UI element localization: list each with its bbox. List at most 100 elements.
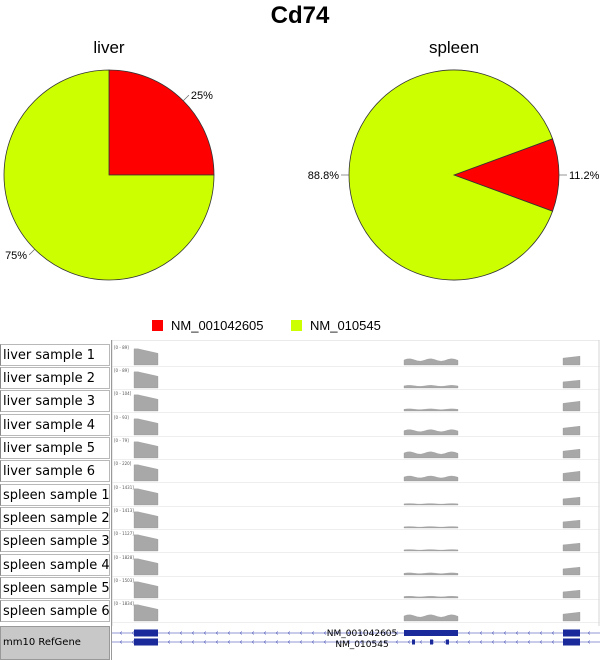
strand-arrow — [119, 631, 123, 635]
strand-arrow — [383, 631, 387, 635]
strand-arrow — [467, 640, 471, 644]
pie-slice-nm-010545 — [348, 69, 554, 281]
strand-arrow — [119, 640, 123, 644]
strand-arrow — [551, 640, 555, 644]
track-label[interactable]: liver sample 1 — [0, 344, 110, 366]
gene-track-label[interactable]: mm10 RefGene — [0, 626, 110, 660]
strand-arrow — [335, 640, 339, 644]
coverage-exon1 — [133, 558, 159, 576]
strand-arrow — [239, 631, 243, 635]
coverage-last-exon — [562, 356, 581, 366]
track-label[interactable]: spleen sample 6 — [0, 600, 110, 622]
exon-block — [446, 639, 449, 645]
strand-arrow — [335, 631, 339, 635]
tracks-frame — [112, 340, 600, 660]
strand-arrow — [323, 640, 327, 644]
track-label[interactable]: spleen sample 5 — [0, 577, 110, 599]
track-scale: [0 - 220] — [114, 461, 132, 466]
coverage-exon1 — [133, 534, 159, 552]
exon-block — [134, 629, 158, 637]
strand-arrow — [527, 631, 531, 635]
track-label[interactable]: spleen sample 4 — [0, 554, 110, 576]
strand-arrow — [227, 640, 231, 644]
strand-arrow — [515, 640, 519, 644]
coverage-middle-exons — [403, 408, 459, 412]
figure-title: Cd74 — [270, 2, 330, 29]
strand-arrow — [167, 631, 171, 635]
coverage-middle-exons — [403, 572, 459, 576]
track-label[interactable]: liver sample 5 — [0, 437, 110, 459]
coverage-last-exon — [562, 449, 581, 459]
strand-arrow — [371, 631, 375, 635]
strand-arrow — [491, 640, 495, 644]
legend-swatch-green — [291, 320, 302, 331]
strand-arrow — [215, 640, 219, 644]
strand-arrow — [443, 640, 447, 644]
strand-arrow — [539, 631, 543, 635]
exon-block — [430, 639, 433, 645]
track-label[interactable]: liver sample 6 — [0, 460, 110, 482]
coverage-exon1 — [133, 418, 159, 436]
coverage-exon1 — [133, 371, 159, 389]
strand-arrow — [347, 631, 351, 635]
strand-arrow — [311, 631, 315, 635]
track-label[interactable]: liver sample 3 — [0, 390, 110, 412]
coverage-last-exon — [562, 519, 581, 529]
strand-arrow — [203, 631, 207, 635]
track-scale: [0 - 79] — [114, 438, 129, 443]
transcript-label: NM_001042605 — [327, 629, 398, 639]
exon-block — [404, 630, 458, 636]
coverage-exon1 — [133, 581, 159, 599]
track-label-panel: liver sample 1 liver sample 2 liver samp… — [0, 340, 112, 660]
coverage-exon1 — [133, 441, 159, 459]
coverage-middle-exons — [403, 429, 459, 436]
track-label[interactable]: spleen sample 2 — [0, 507, 110, 529]
strand-arrow — [299, 631, 303, 635]
pie-slice-label: 75% — [5, 250, 27, 262]
strand-arrow — [515, 631, 519, 635]
coverage-middle-exons — [403, 549, 459, 552]
pie-slice-label: 11.2% — [569, 170, 600, 182]
strand-arrow — [239, 640, 243, 644]
coverage-exon1 — [133, 394, 159, 412]
strand-arrow — [275, 631, 279, 635]
track-scale: [0 - 93] — [114, 415, 129, 420]
strand-arrow — [263, 631, 267, 635]
coverage-middle-exons — [403, 451, 459, 459]
transcript-label: NM_010545 — [335, 640, 388, 650]
track-label[interactable]: spleen sample 1 — [0, 484, 110, 506]
legend-label: NM_001042605 — [171, 318, 264, 333]
track-label[interactable]: liver sample 2 — [0, 367, 110, 389]
coverage-tracks: [0 - 89] [0 - 89] [0 - 104] [0 - 93] [0 - 79… — [112, 340, 600, 660]
coverage-middle-exons — [403, 526, 459, 529]
strand-arrow — [479, 640, 483, 644]
strand-arrow — [191, 631, 195, 635]
legend: NM_001042605 NM_010545 — [0, 318, 600, 338]
coverage-middle-exons — [403, 596, 459, 599]
coverage-last-exon — [562, 566, 581, 576]
strand-arrow — [179, 640, 183, 644]
coverage-last-exon — [562, 542, 581, 552]
legend-swatch-red — [152, 320, 163, 331]
track-label[interactable]: liver sample 4 — [0, 414, 110, 436]
legend-label: NM_010545 — [310, 318, 381, 333]
track-scale: [0 - 89] — [114, 345, 129, 350]
coverage-last-exon — [562, 401, 581, 412]
coverage-exon1 — [133, 464, 159, 482]
legend-entry-nm-001042605: NM_001042605 — [152, 318, 264, 333]
legend-entry-nm-010545: NM_010545 — [291, 318, 381, 333]
strand-arrow — [287, 640, 291, 644]
track-scale: [0 - 89] — [114, 368, 129, 373]
strand-arrow — [227, 631, 231, 635]
coverage-last-exon — [562, 426, 581, 436]
strand-arrow — [479, 631, 483, 635]
track-scale: [0 - 1127] — [114, 531, 134, 536]
strand-arrow — [191, 640, 195, 644]
track-label[interactable]: spleen sample 3 — [0, 530, 110, 552]
exon-block — [563, 638, 580, 646]
exon-block — [563, 629, 580, 637]
strand-arrow — [251, 640, 255, 644]
pie-slice-label: 88.8% — [308, 170, 339, 182]
coverage-middle-exons — [403, 475, 459, 482]
strand-arrow — [395, 640, 399, 644]
